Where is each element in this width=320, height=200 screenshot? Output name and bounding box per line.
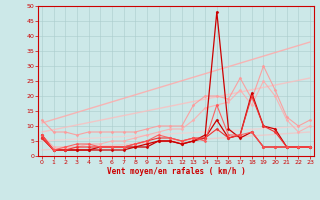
- X-axis label: Vent moyen/en rafales ( km/h ): Vent moyen/en rafales ( km/h ): [107, 167, 245, 176]
